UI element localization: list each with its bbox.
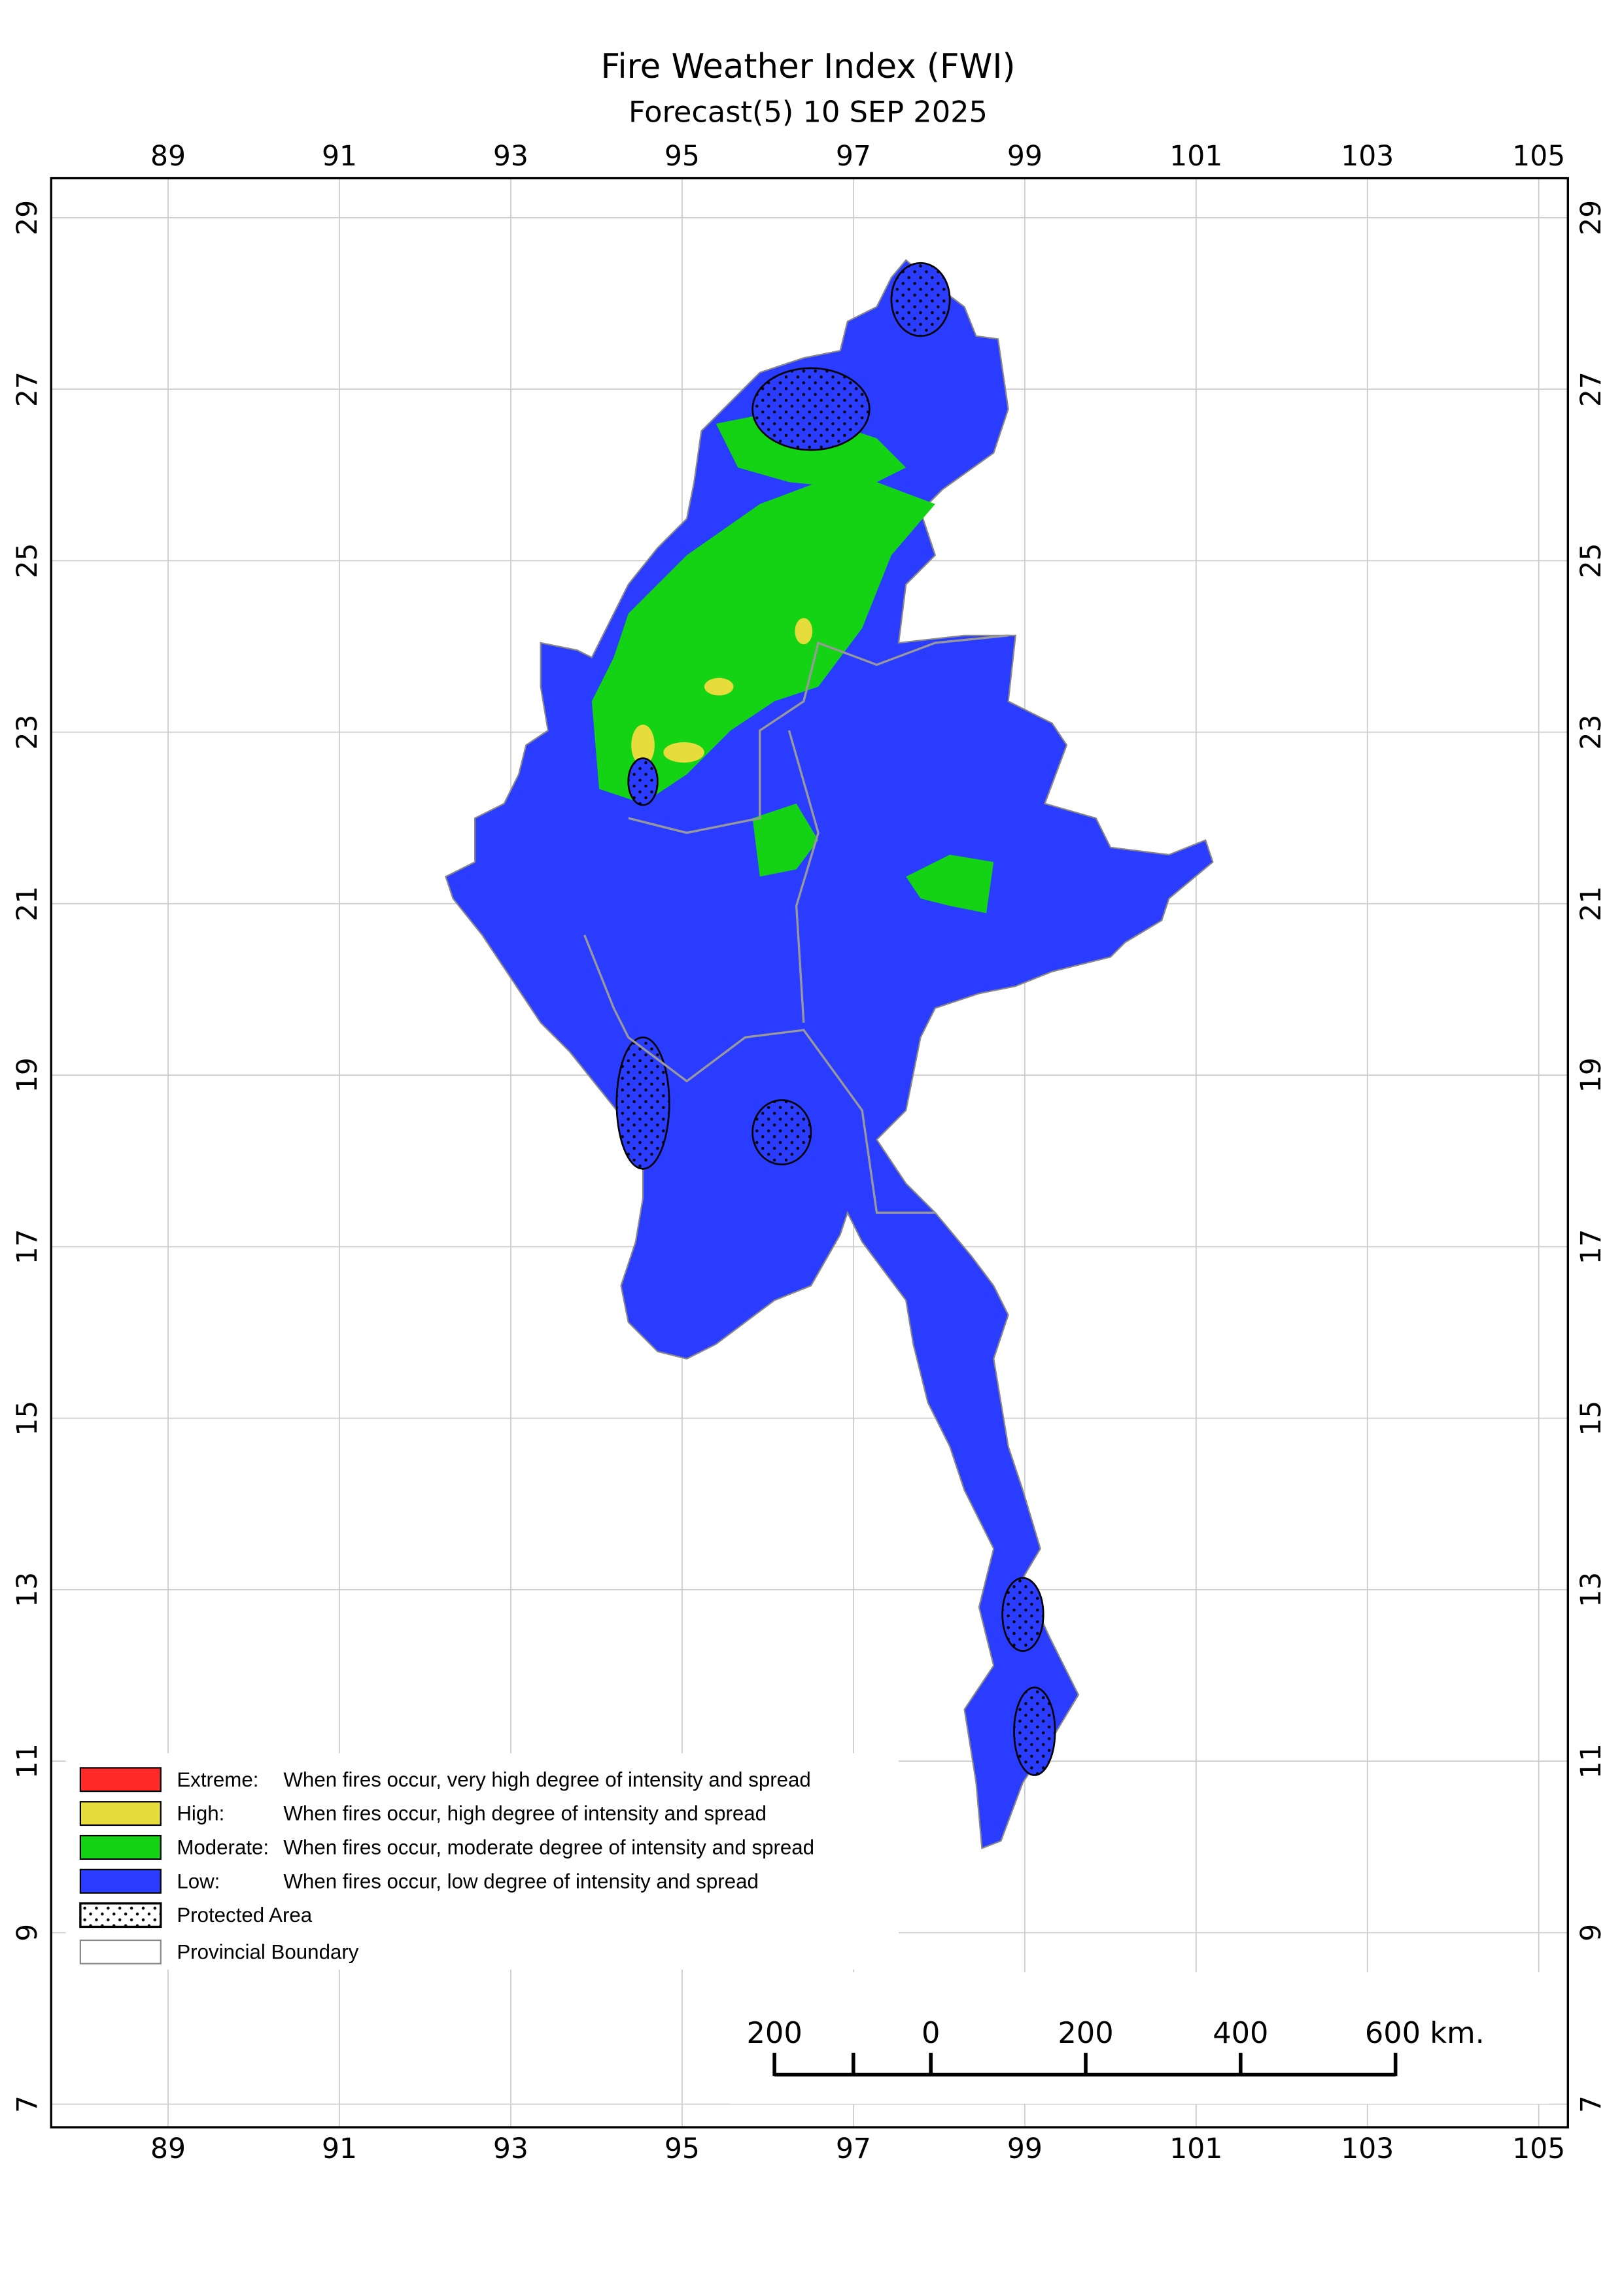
- x-tick-label: 89: [150, 2133, 186, 2165]
- y-tick-label: 19: [12, 1057, 44, 1093]
- legend-swatch: [79, 1902, 162, 1928]
- x-tick-label: 95: [664, 2133, 700, 2165]
- x-tick-label: 93: [493, 141, 528, 173]
- legend-description: When fires occur, high degree of intensi…: [283, 1802, 767, 1825]
- x-tick-label: 103: [1341, 2133, 1394, 2165]
- high-area: [663, 742, 704, 763]
- scale-label: 200: [1058, 2016, 1113, 2050]
- scale-label: 600 km.: [1365, 2016, 1485, 2050]
- y-tick-label: 7: [1576, 2095, 1608, 2113]
- x-tick-label: 99: [1007, 141, 1043, 173]
- y-tick-label: 17: [1576, 1229, 1608, 1264]
- y-tick-label: 15: [1576, 1401, 1608, 1436]
- high-area: [631, 725, 655, 766]
- x-tick-label: 89: [150, 141, 186, 173]
- legend-label: Extreme:: [177, 1768, 258, 1791]
- x-tick-label: 95: [664, 141, 700, 173]
- moderate-area: [752, 803, 819, 877]
- protected-area: [1013, 1687, 1056, 1776]
- y-tick-label: 25: [1576, 543, 1608, 578]
- legend-swatch: [79, 1939, 162, 1964]
- legend-swatch: [79, 1767, 162, 1792]
- y-tick-label: 19: [1576, 1057, 1608, 1093]
- title: Fire Weather Index (FWI): [601, 47, 1016, 86]
- x-tick-label: 105: [1512, 141, 1565, 173]
- protected-area: [890, 262, 951, 337]
- y-tick-label: 23: [12, 715, 44, 750]
- subtitle: Forecast(5) 10 SEP 2025: [629, 95, 988, 129]
- scale-label: 0: [922, 2016, 940, 2050]
- y-tick-label: 29: [1576, 200, 1608, 235]
- x-tick-label: 97: [836, 2133, 871, 2165]
- y-tick-label: 23: [1576, 715, 1608, 750]
- y-tick-label: 15: [12, 1401, 44, 1436]
- y-tick-label: 25: [12, 543, 44, 578]
- y-tick-label: 21: [12, 886, 44, 921]
- legend-background: [65, 1753, 899, 1970]
- high-area: [704, 677, 734, 696]
- moderate-area: [591, 482, 935, 804]
- land: [445, 259, 1214, 1849]
- legend-description: When fires occur, very high degree of in…: [283, 1768, 810, 1791]
- y-tick-label: 11: [12, 1743, 44, 1779]
- moderate-area: [906, 855, 994, 914]
- y-tick-label: 11: [1576, 1743, 1608, 1779]
- legend-label: Provincial Boundary: [177, 1940, 358, 1963]
- y-tick-label: 17: [12, 1229, 44, 1264]
- scale-label: 400: [1213, 2016, 1268, 2050]
- y-tick-label: 7: [12, 2095, 44, 2113]
- y-tick-label: 13: [12, 1572, 44, 1607]
- protected-area: [627, 757, 659, 806]
- legend-label: High:: [177, 1802, 224, 1825]
- y-tick-label: 9: [12, 1924, 44, 1942]
- x-tick-label: 101: [1169, 141, 1222, 173]
- y-tick-label: 9: [1576, 1924, 1608, 1942]
- protected-area: [751, 1099, 812, 1165]
- x-tick-label: 93: [493, 2133, 528, 2165]
- x-tick-label: 91: [322, 2133, 357, 2165]
- x-tick-label: 103: [1341, 141, 1394, 173]
- scale-bar: 200 0 200 400 600 km.: [746, 2016, 1485, 2077]
- protected-area: [1001, 1577, 1044, 1652]
- map-frame: [50, 177, 1569, 2129]
- scale-background: [731, 1972, 1549, 2104]
- provincial-boundary: [787, 730, 820, 1023]
- x-tick-label: 97: [836, 141, 871, 173]
- x-tick-label: 91: [322, 141, 357, 173]
- scale-label: 200: [746, 2016, 802, 2050]
- provincial-boundary: [628, 634, 1009, 834]
- y-tick-label: 13: [1576, 1572, 1608, 1607]
- legend-label: Low:: [177, 1870, 220, 1893]
- legend-swatch: [79, 1834, 162, 1860]
- y-tick-label: 27: [12, 371, 44, 407]
- y-tick-label: 29: [12, 200, 44, 235]
- x-tick-label: 101: [1169, 2133, 1222, 2165]
- legend-description: When fires occur, moderate degree of int…: [283, 1836, 814, 1859]
- provincial-boundary: [583, 934, 935, 1214]
- legend-swatch: [79, 1801, 162, 1826]
- high-area: [795, 618, 813, 645]
- x-tick-label: 99: [1007, 2133, 1043, 2165]
- legend-description: When fires occur, low degree of intensit…: [283, 1870, 758, 1893]
- protected-area: [751, 367, 871, 451]
- legend-swatch: [79, 1868, 162, 1894]
- y-tick-label: 21: [1576, 886, 1608, 921]
- legend-label: Moderate:: [177, 1836, 269, 1859]
- y-tick-label: 27: [1576, 371, 1608, 407]
- legend: Extreme: When fires occur, very high degr…: [79, 1767, 814, 1964]
- legend-label: Protected Area: [177, 1904, 312, 1927]
- protected-area: [615, 1036, 670, 1170]
- x-tick-label: 105: [1512, 2133, 1565, 2165]
